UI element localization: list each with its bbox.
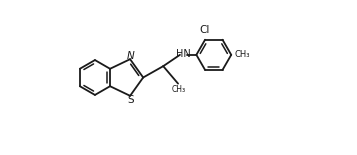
Text: N: N	[127, 51, 135, 61]
Text: HN: HN	[176, 49, 191, 59]
Text: S: S	[127, 95, 134, 105]
Text: CH₃: CH₃	[171, 85, 186, 94]
Text: CH₃: CH₃	[234, 50, 250, 59]
Text: Cl: Cl	[200, 25, 210, 35]
